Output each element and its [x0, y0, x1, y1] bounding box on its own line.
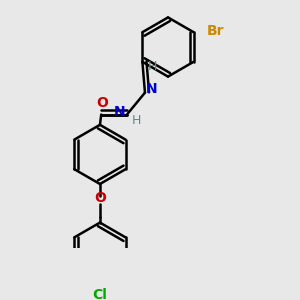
Text: N: N — [146, 82, 158, 96]
Text: H: H — [148, 60, 158, 74]
Text: N: N — [114, 105, 126, 119]
Text: O: O — [94, 191, 106, 205]
Text: Br: Br — [206, 24, 224, 38]
Text: O: O — [97, 96, 108, 110]
Text: H: H — [132, 115, 142, 128]
Text: Cl: Cl — [92, 288, 107, 300]
